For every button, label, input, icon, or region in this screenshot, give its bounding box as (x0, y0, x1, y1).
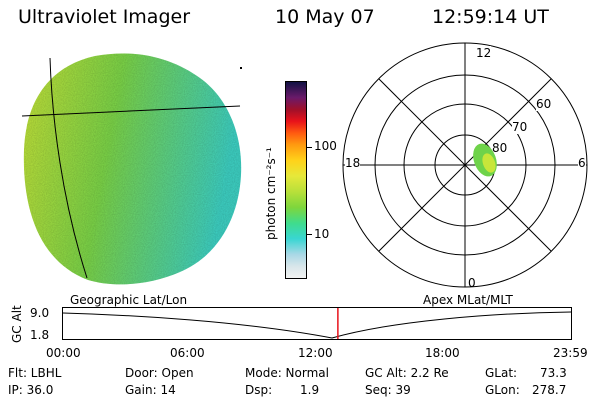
info-glat-value: 73.3 (540, 366, 567, 380)
info-glon-label: GLon: (485, 383, 520, 397)
xtick-1800: 18:00 (425, 346, 460, 360)
title: Ultraviolet Imager (18, 6, 191, 28)
xtick-0600: 06:00 (170, 346, 205, 360)
colorbar (285, 81, 307, 279)
info-glon-value: 278.7 (532, 383, 567, 397)
ytick-1-8: 1.8 (30, 328, 50, 342)
xtick-1200: 12:00 (298, 346, 333, 360)
altitude-ylabel: GC Alt (10, 305, 24, 343)
mlt-label-12: 12 (476, 46, 492, 60)
info-gain: Gain: 14 (125, 383, 176, 397)
colorbar-label: photon cm⁻²s⁻¹ (264, 147, 278, 240)
lat-label-80: 80 (492, 141, 508, 155)
info-door: Door: Open (125, 366, 194, 380)
lat-label-60: 60 (536, 97, 552, 111)
xtick-0000: 00:00 (46, 346, 81, 360)
mlt-label-18: 18 (345, 156, 361, 170)
info-glat-label: GLat: (485, 366, 518, 380)
xtick-2359: 23:59 (553, 346, 588, 360)
longitude-line (49, 57, 88, 279)
info-flt: Flt: LBHL (8, 366, 62, 380)
info-ip: IP: 36.0 (8, 383, 54, 397)
latitude-line (21, 105, 241, 117)
altitude-plot (62, 307, 572, 340)
altitude-curve (62, 311, 572, 339)
info-gc-alt: GC Alt: 2.2 Re (365, 366, 449, 380)
polar-plot (342, 42, 588, 288)
lat-label-70: 70 (512, 120, 528, 134)
info-dsp-value: 1.9 (300, 383, 320, 397)
ytick-9: 9.0 (30, 306, 50, 320)
earth-image (21, 53, 242, 285)
apex-caption: Apex MLat/MLT (423, 293, 513, 307)
time-label: 12:59:14 UT (432, 6, 549, 28)
geo-caption: Geographic Lat/Lon (70, 293, 188, 307)
info-mode: Mode: Normal (245, 366, 329, 380)
colorbar-tick-10: 10 (314, 227, 330, 241)
colorbar-tick-100: 100 (314, 139, 337, 153)
mlt-label-6: 6 (578, 156, 586, 170)
info-seq: Seq: 39 (365, 383, 411, 397)
mlt-label-0: 0 (468, 276, 476, 290)
info-dsp-label: Dsp: (245, 383, 273, 397)
altitude-frame (62, 307, 572, 340)
date-label: 10 May 07 (275, 6, 375, 28)
